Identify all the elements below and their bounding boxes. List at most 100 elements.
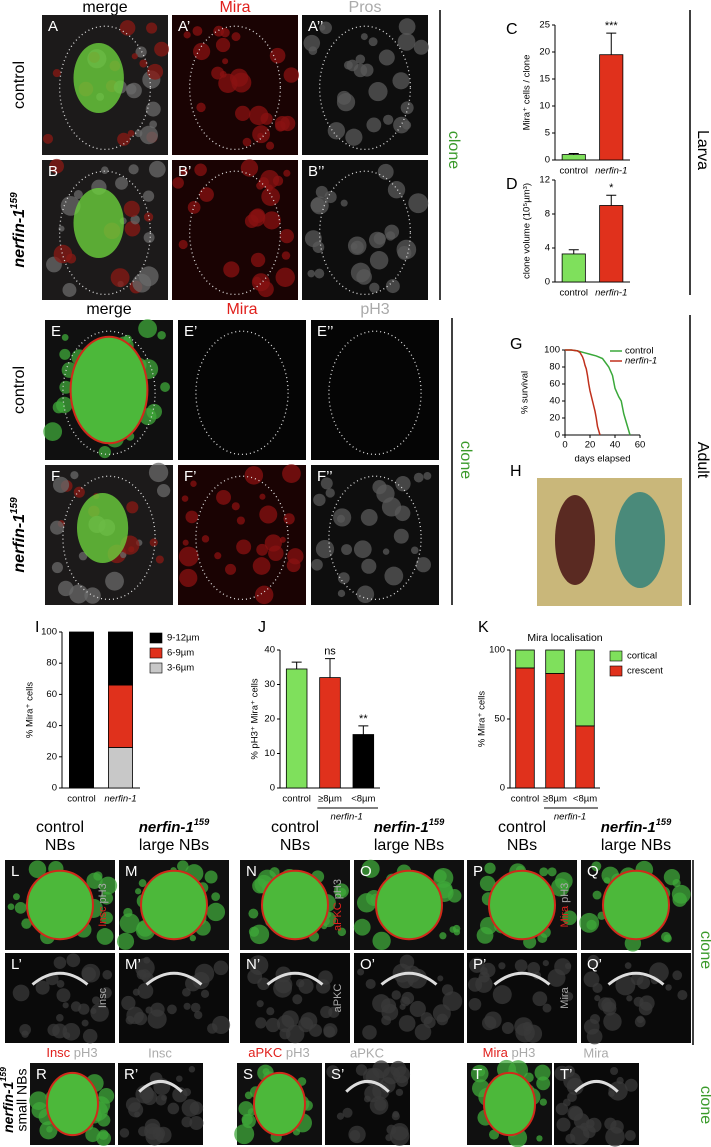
clone-outline [318,170,412,296]
cell [126,501,139,514]
clone-outline [195,475,289,601]
cell [395,475,411,492]
cell [368,82,388,102]
cell [537,933,548,944]
panel-letter: E’ [184,323,197,340]
column-header: nerfin-1159 [601,817,672,836]
cell [326,1065,340,1079]
panel-letter: B’’ [308,163,324,180]
cell [211,1015,231,1035]
bar-segment [515,667,535,789]
cell [410,546,419,555]
cell [476,927,494,944]
cell [119,20,136,36]
survival-curve [565,349,631,436]
cell [392,72,410,90]
crescent [31,971,89,986]
cell [183,31,191,39]
row-label: small NBs [14,1068,30,1131]
cell [62,1002,69,1009]
cell [337,927,347,937]
cell [139,59,148,68]
cell [157,484,171,498]
cell [307,269,316,278]
x-tick-label: control [511,794,540,805]
marker: Mira [559,905,571,927]
neuroblast [483,1071,536,1137]
cell [570,1125,590,1145]
y-tick-label: 100 [544,345,560,356]
stain: pH3 [97,883,109,903]
micrograph [311,320,439,460]
cell [139,125,159,145]
cell [73,486,85,498]
bar [352,734,375,789]
cell [155,1126,172,1144]
y-tick-label: 0 [545,155,550,166]
cell [282,464,301,483]
cell [46,1126,53,1133]
cell [257,977,270,991]
panel-letter: F’ [184,468,197,485]
cell [213,960,229,976]
cell [569,1106,584,1121]
crescent [493,971,551,986]
panel-letter: Q’ [587,956,602,973]
side-label: clone [457,441,474,479]
cell [353,918,371,936]
y-tick-label: 80 [549,362,560,373]
cell [105,571,124,591]
bar-segment [69,631,94,789]
clone-outline [328,475,422,601]
cell [102,969,113,980]
cell [467,977,483,992]
cell [336,1112,345,1120]
cell [265,1017,281,1033]
bar [599,205,624,283]
bar [599,54,624,161]
panel-letter: T [473,1066,482,1083]
cell [360,63,374,77]
cell [414,1023,432,1041]
cell [56,988,71,1003]
cell [81,1019,89,1027]
marker: Insc [97,906,109,927]
cell [303,34,321,52]
panel-letter: P’ [473,956,486,973]
x-tick-label: <8µm [573,794,597,805]
cell [539,1098,547,1106]
cell [28,860,47,878]
cell [320,477,333,490]
y-axis-label: Mira⁺ cells / clone [522,55,533,131]
cell [70,471,79,480]
error-bar [568,249,579,254]
cell [211,892,221,902]
y-tick-label: 40 [46,720,57,731]
bar-segment [575,725,595,789]
cell [539,867,549,877]
cell [323,1023,338,1038]
stain: pH3 [512,1045,536,1060]
error-bar [358,725,369,735]
survival-curve [565,349,601,436]
column-header: Mira [219,0,250,16]
cell [128,164,139,175]
cell [409,1000,426,1018]
x-tick-label: ≥8µm [543,794,567,805]
cell [671,884,691,904]
cell [378,49,395,66]
cell [189,1101,204,1115]
stain: pH3 [74,1045,98,1060]
cell [189,934,197,942]
cell [514,1017,533,1036]
cell [254,585,274,605]
cell [52,1023,68,1039]
cell [360,33,368,41]
cell [255,1017,267,1029]
cell [138,879,147,887]
y-tick-label: 60 [46,689,57,700]
panel-letter: L [11,863,19,880]
cell [350,243,358,250]
bar-segment [108,684,133,748]
cell [132,273,152,293]
